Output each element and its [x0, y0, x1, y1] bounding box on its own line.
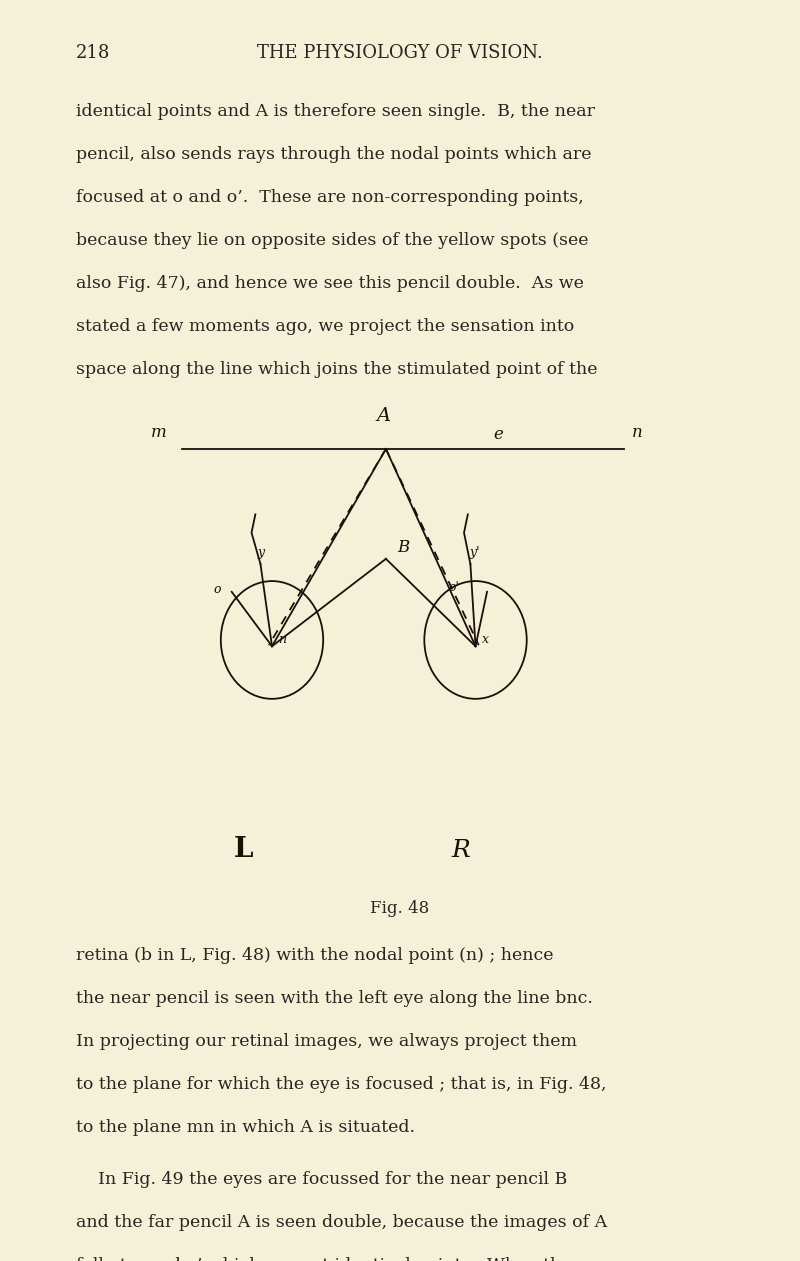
Text: n: n: [632, 424, 642, 441]
Text: and the far pencil A is seen double, because the images of A: and the far pencil A is seen double, bec…: [76, 1214, 607, 1231]
Text: to the plane mn in which A is situated.: to the plane mn in which A is situated.: [76, 1119, 415, 1135]
Text: retina (b in L, Fig. 48) with the nodal point (n) ; hence: retina (b in L, Fig. 48) with the nodal …: [76, 947, 554, 963]
Text: Fig. 48: Fig. 48: [370, 900, 430, 917]
Text: pencil, also sends rays through the nodal points which are: pencil, also sends rays through the noda…: [76, 146, 591, 163]
Text: because they lie on opposite sides of the yellow spots (see: because they lie on opposite sides of th…: [76, 232, 589, 248]
Text: y': y': [469, 546, 480, 559]
Text: fall at o and o’ which are not identical points.  When these: fall at o and o’ which are not identical…: [76, 1257, 590, 1261]
Text: x: x: [482, 633, 489, 646]
Text: space along the line which joins the stimulated point of the: space along the line which joins the sti…: [76, 361, 598, 377]
Text: n: n: [278, 633, 286, 646]
Text: In Fig. 49 the eyes are focussed for the near pencil B: In Fig. 49 the eyes are focussed for the…: [76, 1171, 567, 1188]
Text: In projecting our retinal images, we always project them: In projecting our retinal images, we alw…: [76, 1033, 577, 1049]
Text: the near pencil is seen with the left eye along the line bnc.: the near pencil is seen with the left ey…: [76, 990, 593, 1006]
Text: R: R: [451, 839, 470, 863]
Text: focused at o and o’.  These are non-corresponding points,: focused at o and o’. These are non-corre…: [76, 189, 584, 206]
Text: B: B: [398, 540, 410, 556]
Text: also Fig. 47), and hence we see this pencil double.  As we: also Fig. 47), and hence we see this pen…: [76, 275, 584, 291]
Text: stated a few moments ago, we project the sensation into: stated a few moments ago, we project the…: [76, 318, 574, 334]
Text: m: m: [150, 424, 166, 441]
Text: to the plane for which the eye is focused ; that is, in Fig. 48,: to the plane for which the eye is focuse…: [76, 1076, 606, 1092]
Text: e: e: [493, 426, 502, 443]
Text: o': o': [449, 580, 459, 594]
Text: y: y: [258, 546, 265, 559]
Text: identical points and A is therefore seen single.  B, the near: identical points and A is therefore seen…: [76, 103, 595, 120]
Text: THE PHYSIOLOGY OF VISION.: THE PHYSIOLOGY OF VISION.: [257, 44, 543, 62]
Text: L: L: [234, 836, 253, 863]
Text: 218: 218: [76, 44, 110, 62]
Text: o: o: [214, 583, 222, 595]
Text: A: A: [377, 407, 391, 425]
